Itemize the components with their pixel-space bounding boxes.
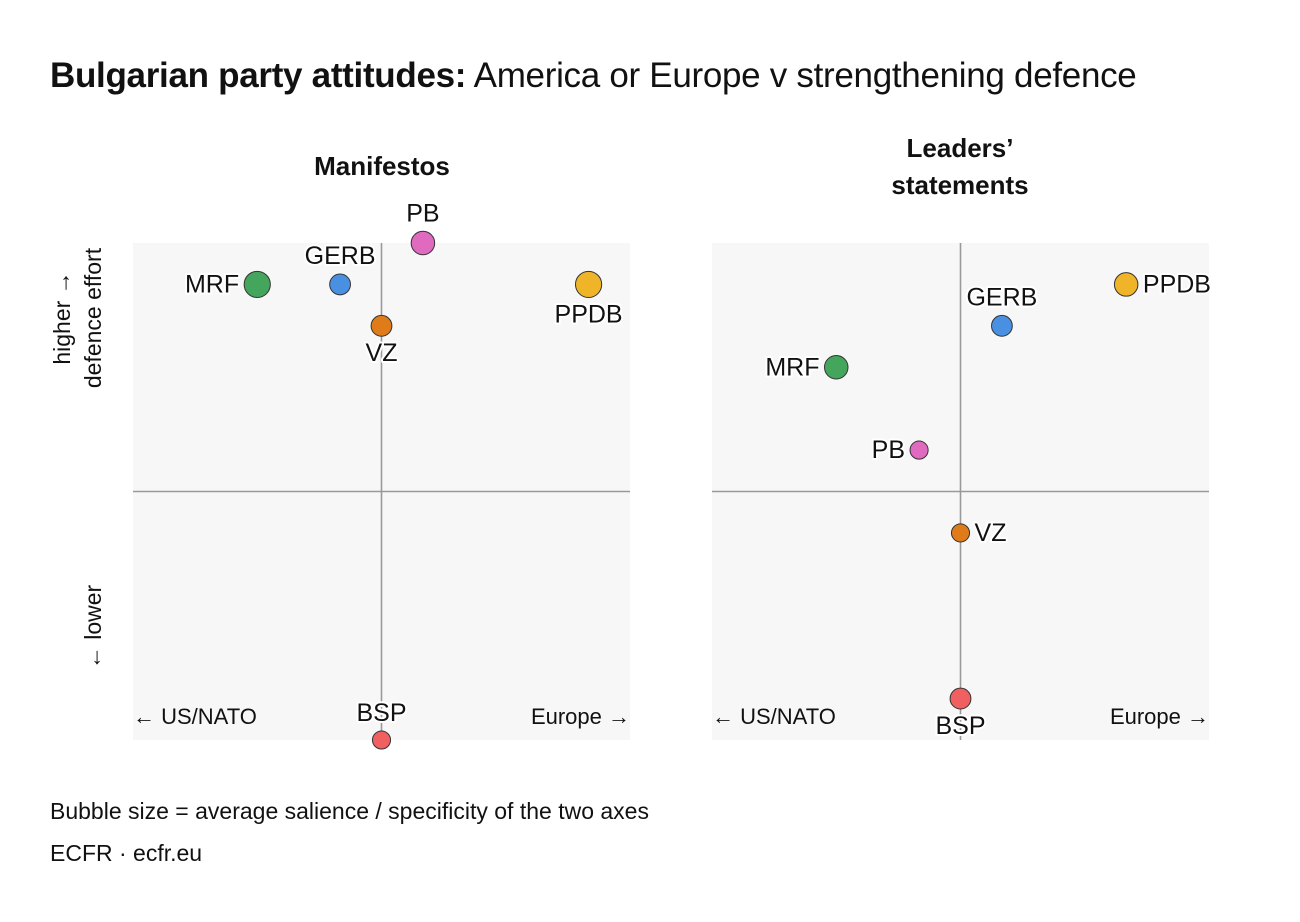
label-mrf: MRF: [185, 270, 239, 298]
bubble-vz: [950, 523, 971, 543]
chart-title: Bulgarian party attitudes: America or Eu…: [50, 56, 1137, 96]
source-credit: ECFR · ecfr.eu: [50, 840, 203, 866]
label-bsp: BSP: [935, 712, 985, 740]
y-axis-label: higher → defence effort ← lower: [49, 247, 106, 669]
label-pb: PB: [872, 436, 905, 464]
x-axis-label-right: Europe →: [531, 704, 630, 729]
label-ppdb: PPDB: [555, 301, 623, 329]
bubble-gerb: [329, 273, 351, 296]
bubble-ppdb: [1113, 272, 1139, 297]
bubble-ppdb: [574, 270, 603, 299]
x-axis-label-left: ← US/NATO: [133, 704, 257, 729]
y-axis-label-upper: higher →: [49, 271, 75, 364]
bubble-gerb: [991, 314, 1013, 337]
chart-title-rest: America or Europe v strengthening defenc…: [473, 56, 1137, 95]
panel-leaders-statements: Leaders’ statements ← US/NATO Europe → GERB P…: [712, 133, 1213, 742]
label-vz: VZ: [975, 519, 1007, 547]
label-ppdb: PPDB: [1143, 270, 1211, 298]
label-gerb: GERB: [966, 283, 1037, 311]
panel-title: statements: [891, 170, 1028, 200]
bubble-bsp: [371, 730, 392, 750]
bubble-pb: [909, 440, 929, 460]
bubble-pb: [410, 230, 436, 256]
footnote-bubble-size: Bubble size = average salience / specifi…: [50, 798, 649, 824]
label-gerb: GERB: [305, 242, 376, 270]
chart-title-bold: Bulgarian party attitudes:: [50, 56, 467, 95]
panel-manifestos: Manifestos ← US/NATO Europe → MRF GERB PB PPDB…: [133, 151, 630, 750]
bubble-mrf: [824, 355, 849, 380]
panel-title: Manifestos: [314, 151, 450, 181]
label-vz: VZ: [366, 339, 398, 367]
bubble-vz: [370, 314, 393, 337]
x-axis-label-right: Europe →: [1110, 704, 1209, 729]
chart-area: higher → defence effort ← lower Manifest…: [49, 133, 1213, 750]
bubble-bsp: [949, 687, 972, 710]
label-mrf: MRF: [765, 353, 819, 381]
label-pb: PB: [406, 199, 439, 227]
y-axis-label-lower: ← lower: [80, 584, 106, 669]
bubble-mrf: [243, 270, 271, 299]
label-bsp: BSP: [356, 699, 406, 727]
y-axis-label-upper-line2: defence effort: [80, 247, 106, 388]
panel-title: Leaders’: [907, 133, 1014, 163]
x-axis-label-left: ← US/NATO: [712, 704, 836, 729]
